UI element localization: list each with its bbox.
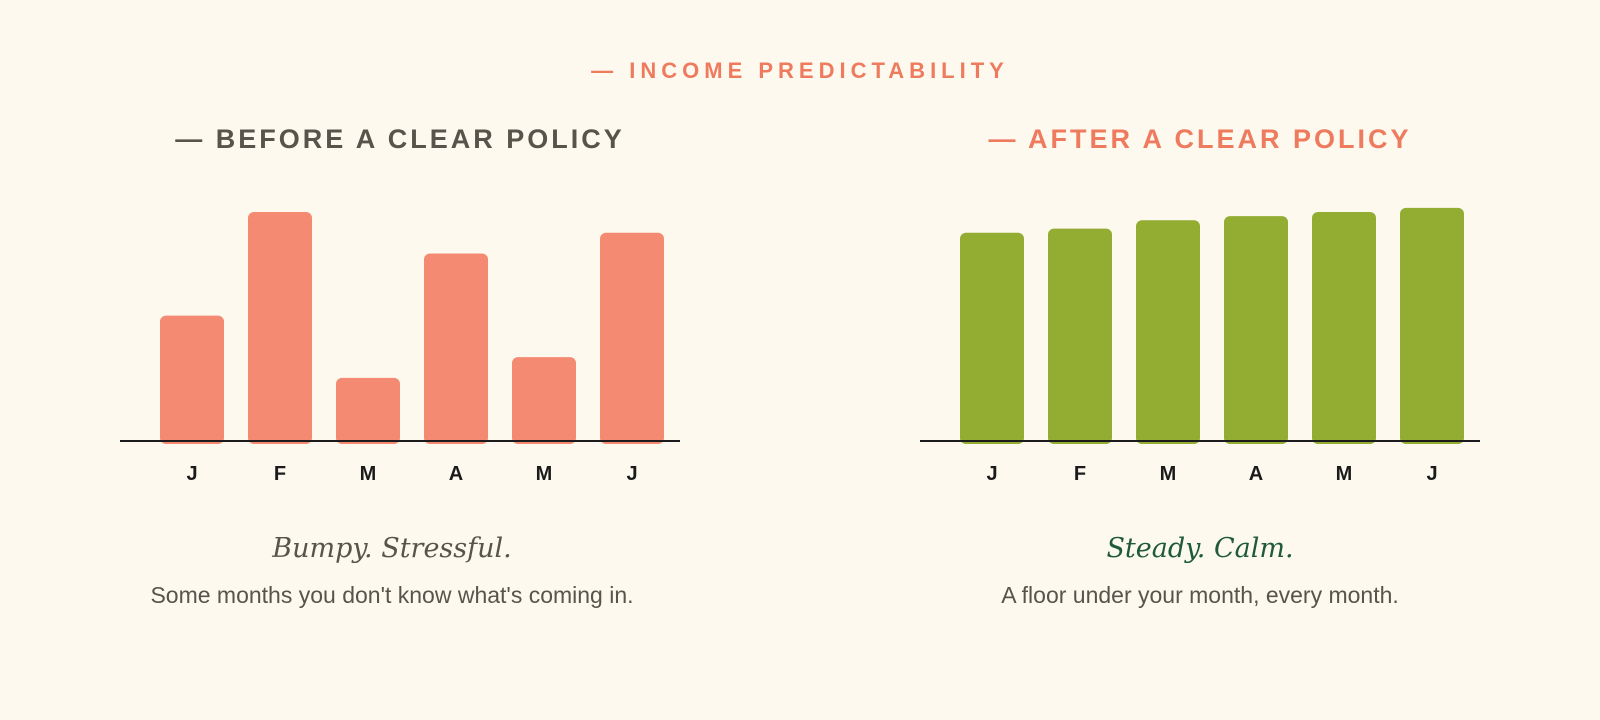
bar-m-2	[1136, 220, 1200, 444]
x-tick-label: J	[986, 463, 997, 485]
before-panel: — BEFORE A CLEAR POLICY J F M A M J Bumpy. St…	[120, 124, 680, 608]
after-tagline: Steady. Calm.	[1106, 533, 1294, 564]
section-eyebrow: — INCOME PREDICTABILITY	[591, 58, 1009, 83]
before-tagline: Bumpy. Stressful.	[272, 533, 512, 564]
x-tick-label: M	[1336, 463, 1353, 485]
before-panel-title: — BEFORE A CLEAR POLICY	[175, 124, 625, 154]
before-caption: Some months you don't know what's coming…	[150, 582, 634, 608]
bar-m-4	[1312, 212, 1376, 444]
bar-m-4	[512, 357, 576, 444]
bar-f-1	[1048, 228, 1112, 444]
bar-j-5	[600, 232, 664, 444]
bar-j-0	[160, 315, 224, 444]
x-tick-label: J	[1426, 463, 1437, 485]
bar-j-0	[960, 232, 1024, 444]
after-panel: — AFTER A CLEAR POLICY J F M A M J Steady. Ca…	[800, 0, 1600, 720]
bar-a-3	[424, 253, 488, 444]
x-tick-label: A	[449, 463, 463, 485]
x-tick-label: J	[186, 463, 197, 485]
bar-a-3	[1224, 216, 1288, 444]
bar-j-5	[1400, 207, 1464, 444]
bar-m-2	[336, 377, 400, 444]
x-tick-label: J	[626, 463, 637, 485]
x-tick-label: M	[536, 463, 553, 485]
after-panel-title: — AFTER A CLEAR POLICY	[988, 124, 1412, 154]
x-tick-label: A	[1249, 463, 1263, 485]
x-tick-label: F	[1074, 463, 1086, 485]
x-tick-label: F	[274, 463, 286, 485]
bar-f-1	[248, 212, 312, 444]
after-caption: A floor under your month, every month.	[1001, 582, 1399, 608]
x-tick-label: M	[1160, 463, 1177, 485]
x-tick-label: M	[360, 463, 377, 485]
